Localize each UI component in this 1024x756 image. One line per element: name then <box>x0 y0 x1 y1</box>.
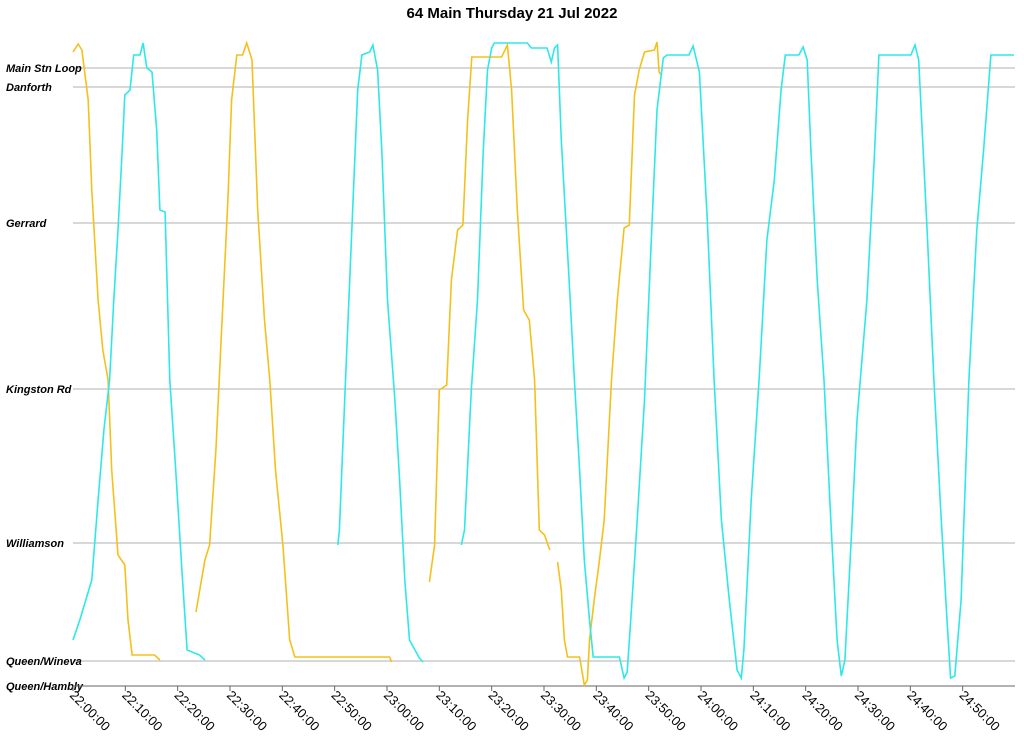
x-tick-label: 24:50:00 <box>957 688 1003 734</box>
x-tick-label: 24:00:00 <box>695 688 741 734</box>
x-tick-label: 22:40:00 <box>276 688 322 734</box>
y-tick-label: Kingston Rd <box>6 384 72 396</box>
x-tick-label: 23:40:00 <box>590 688 636 734</box>
y-tick-label: Williamson <box>6 538 64 550</box>
vehicle-line <box>460 42 1014 681</box>
vehicle-line <box>72 42 161 661</box>
y-tick-label: Main Stn Loop <box>6 63 82 75</box>
x-tick-label: 24:10:00 <box>747 688 793 734</box>
vehicle-line <box>72 42 206 661</box>
y-tick-label: Queen/Hambly <box>6 681 84 693</box>
x-tick-label: 23:50:00 <box>643 688 689 734</box>
y-tick-label: Queen/Wineva <box>6 656 82 668</box>
x-tick-label: 22:50:00 <box>329 688 375 734</box>
y-tick-label: Gerrard <box>6 218 47 230</box>
vehicle-line <box>337 42 424 663</box>
x-tick-label: 23:30:00 <box>538 688 584 734</box>
chart-title: 64 Main Thursday 21 Jul 2022 <box>407 5 618 22</box>
x-tick-label: 24:20:00 <box>800 688 846 734</box>
x-tick-label: 22:20:00 <box>172 688 218 734</box>
x-tick-label: 22:00:00 <box>67 688 113 734</box>
x-tick-label: 22:10:00 <box>119 688 165 734</box>
x-tick-label: 23:20:00 <box>486 688 532 734</box>
y-tick-label: Danforth <box>6 82 52 94</box>
vehicle-line <box>195 40 393 663</box>
x-tick-label: 23:00:00 <box>381 688 427 734</box>
x-tick-label: 24:30:00 <box>852 688 898 734</box>
x-tick-label: 23:10:00 <box>433 688 479 734</box>
x-tick-label: 24:40:00 <box>904 688 950 734</box>
vehicle-line <box>428 41 662 688</box>
x-tick-label: 22:30:00 <box>224 688 270 734</box>
